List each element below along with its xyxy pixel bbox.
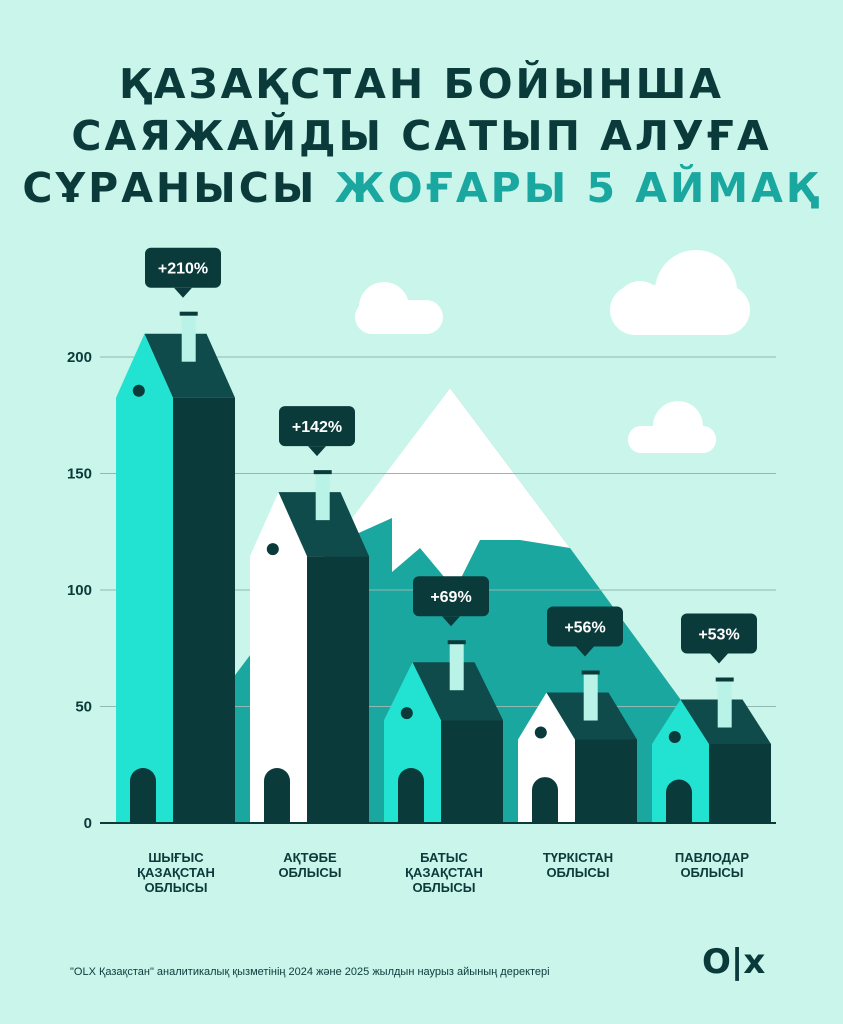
x-tick-label: ТҮРКІСТАН — [543, 850, 613, 865]
mountain-snow-cap — [332, 388, 570, 590]
data-label-bubble — [681, 613, 757, 654]
house-door — [532, 777, 558, 823]
y-tick-label: 200 — [67, 349, 92, 366]
house-window — [534, 726, 547, 739]
house-chimney — [181, 313, 196, 362]
data-label-bubble — [413, 576, 489, 617]
house-roof — [412, 662, 503, 721]
house-window — [266, 543, 279, 556]
house-roof — [278, 492, 369, 557]
data-label: +53% — [681, 613, 757, 664]
house-chimney-cap — [179, 311, 198, 316]
data-label-bubble — [547, 606, 623, 647]
title-line-1: ҚАЗАҚСТАН БОЙЫНША — [118, 60, 725, 108]
data-label-text: +142% — [292, 419, 342, 436]
house-front — [250, 492, 307, 823]
data-label-pointer — [576, 646, 594, 657]
x-tick-label: ШЫҒЫС — [148, 850, 204, 865]
house-door — [398, 768, 424, 823]
x-tick-label: ОБЛЫСЫ — [278, 865, 341, 880]
chart-title: ҚАЗАҚСТАН БОЙЫНША САЯЖАЙДЫ САТЫП АЛУҒА С… — [0, 58, 843, 214]
category-labels: ШЫҒЫСҚАЗАҚСТАНОБЛЫСЫАҚТӨБЕОБЛЫСЫБАТЫСҚАЗ… — [137, 850, 749, 895]
data-label: +69% — [413, 576, 489, 627]
house-side-wall — [575, 739, 637, 823]
house-chimney — [315, 472, 330, 521]
x-tick-label: ҚАЗАҚСТАН — [137, 865, 215, 880]
x-tick-label: ОБЛЫСЫ — [546, 865, 609, 880]
bar — [652, 677, 771, 823]
house-chimney-cap — [715, 677, 734, 682]
house-front — [116, 333, 173, 823]
house-side-wall — [709, 743, 771, 823]
x-tick-label: ОБЛЫСЫ — [412, 880, 475, 895]
y-tick-label: 150 — [67, 466, 92, 483]
house-window — [668, 730, 681, 743]
house-side-wall — [307, 556, 369, 823]
house-side-wall — [173, 397, 235, 823]
title-accent: ЖОҒАРЫ 5 АЙМАҚ — [334, 164, 821, 212]
x-tick-label: ПАВЛОДАР — [675, 850, 750, 865]
house-window — [400, 707, 413, 720]
house-roof — [144, 333, 235, 398]
data-label-text: +210% — [158, 261, 208, 278]
data-labels: +210% +142% +69% +56% +53% — [145, 247, 757, 664]
x-tick-label: ОБЛЫСЫ — [144, 880, 207, 895]
y-axis-ticks: 0 50 100 150 200 — [67, 349, 92, 832]
house-door — [666, 779, 692, 823]
house-side-wall — [441, 720, 503, 823]
olx-logo: O|x — [702, 942, 766, 982]
bar — [250, 470, 369, 823]
house-chimney-cap — [313, 470, 332, 475]
data-label-text: +69% — [430, 589, 471, 606]
bar — [518, 670, 637, 823]
cloud — [628, 401, 716, 453]
house-chimney-cap — [447, 640, 466, 645]
data-label-pointer — [442, 616, 460, 627]
house-chimney — [717, 679, 732, 728]
house-door — [264, 768, 290, 823]
bar — [384, 640, 503, 823]
house-chimney-cap — [581, 670, 600, 675]
bars — [116, 311, 771, 823]
cloud — [610, 250, 750, 335]
x-tick-label: ОБЛЫСЫ — [680, 865, 743, 880]
y-tick-label: 0 — [84, 815, 92, 832]
house-chimney — [449, 642, 464, 691]
data-label: +56% — [547, 606, 623, 657]
data-label-pointer — [174, 287, 192, 298]
y-tick-label: 100 — [67, 582, 92, 599]
house-door — [130, 768, 156, 823]
bar — [116, 311, 235, 823]
data-label: +210% — [145, 247, 221, 298]
y-tick-label: 50 — [75, 699, 92, 716]
title-line-2: САЯЖАЙДЫ САТЫП АЛУҒА — [71, 112, 772, 160]
data-label-pointer — [308, 446, 326, 457]
data-label-pointer — [710, 653, 728, 664]
data-label-text: +56% — [564, 620, 605, 637]
data-label: +142% — [279, 406, 355, 457]
x-tick-label: АҚТӨБЕ — [283, 850, 337, 865]
title-line-3-plain: СҰРАНЫСЫ — [22, 164, 318, 212]
x-tick-label: ҚАЗАҚСТАН — [405, 865, 483, 880]
house-chimney — [583, 672, 598, 721]
cloud — [355, 282, 443, 334]
data-label-bubble — [145, 247, 221, 288]
title-line-3: СҰРАНЫСЫ ЖОҒАРЫ 5 АЙМАҚ — [0, 162, 843, 214]
x-tick-label: БАТЫС — [420, 850, 468, 865]
data-label-text: +53% — [698, 627, 739, 644]
house-window — [132, 384, 145, 397]
data-label-bubble — [279, 406, 355, 447]
footnote: "OLX Қазақстан" аналитикалық қызметінің … — [70, 966, 550, 978]
